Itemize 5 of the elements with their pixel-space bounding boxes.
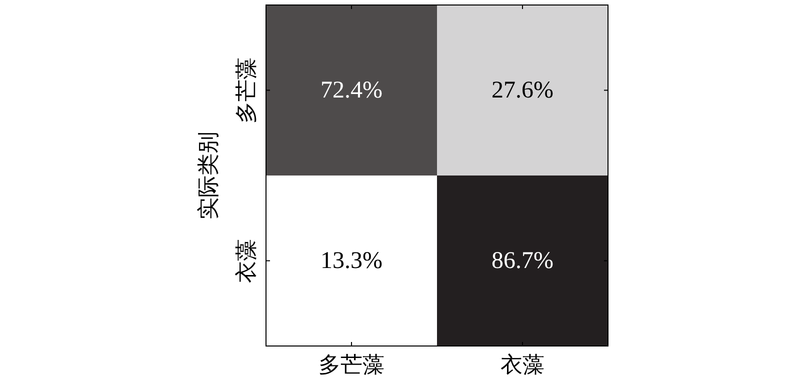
data-label: 86.7% bbox=[492, 248, 554, 274]
data-label: 13.3% bbox=[320, 248, 382, 274]
data-label: 72.4% bbox=[320, 77, 382, 104]
y-axis-title: 实际类别 bbox=[196, 132, 220, 220]
data-label: 27.6% bbox=[492, 77, 554, 104]
